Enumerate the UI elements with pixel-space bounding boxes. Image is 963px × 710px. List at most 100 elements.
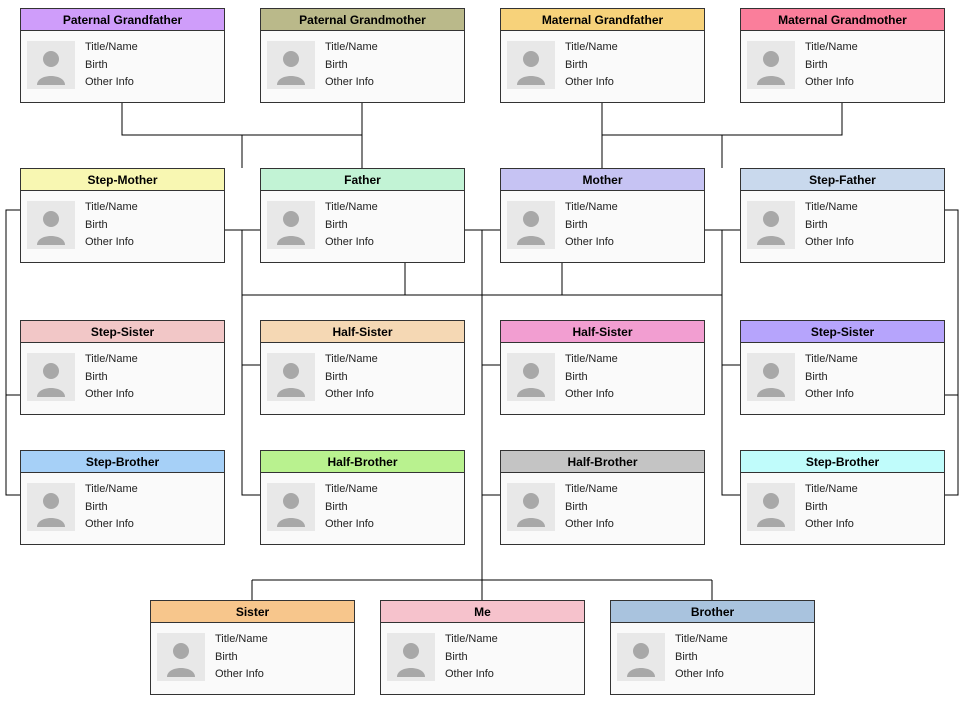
card-body: Title/NameBirthOther Info: [741, 31, 944, 98]
card-header: Step-Brother: [741, 451, 944, 473]
person-avatar-icon: [747, 201, 795, 249]
card-body: Title/NameBirthOther Info: [381, 623, 584, 690]
card-info: Title/NameBirthOther Info: [325, 349, 378, 404]
person-avatar-icon: [27, 201, 75, 249]
card-field-other: Other Info: [805, 386, 858, 404]
card-field-birth: Birth: [805, 57, 858, 75]
person-avatar-icon: [747, 353, 795, 401]
card-body: Title/NameBirthOther Info: [741, 473, 944, 540]
card-header: Sister: [151, 601, 354, 623]
person-avatar-icon: [747, 41, 795, 89]
card-header: Brother: [611, 601, 814, 623]
card-field-other: Other Info: [85, 74, 138, 92]
person-card: Step-FatherTitle/NameBirthOther Info: [740, 168, 945, 263]
person-avatar-icon: [507, 41, 555, 89]
card-field-name: Title/Name: [85, 351, 138, 369]
person-card: Paternal Grandmother Title/NameBirthOther…: [260, 8, 465, 103]
card-field-birth: Birth: [565, 217, 618, 235]
person-card: Mother Title/NameBirthOther Info: [500, 168, 705, 263]
person-avatar-icon: [617, 633, 665, 681]
card-header: Half-Sister: [501, 321, 704, 343]
card-field-birth: Birth: [565, 369, 618, 387]
person-avatar-icon: [387, 633, 435, 681]
card-body: Title/NameBirthOther Info: [261, 473, 464, 540]
card-field-name: Title/Name: [325, 481, 378, 499]
person-avatar-icon: [27, 353, 75, 401]
card-header: Step-Sister: [741, 321, 944, 343]
card-header: Step-Mother: [21, 169, 224, 191]
card-info: Title/NameBirthOther Info: [445, 629, 498, 684]
person-card: Half-BrotherTitle/NameBirthOther Info: [260, 450, 465, 545]
person-card: Step-SisterTitle/NameBirthOther Info: [740, 320, 945, 415]
card-info: Title/NameBirthOther Info: [675, 629, 728, 684]
card-header: Maternal Grandmother: [741, 9, 944, 31]
card-field-other: Other Info: [325, 234, 378, 252]
card-info: Title/NameBirthOther Info: [85, 479, 138, 534]
card-field-other: Other Info: [565, 386, 618, 404]
card-field-name: Title/Name: [565, 351, 618, 369]
family-tree-diagram: Paternal GrandfatherTitle/NameBirthOther…: [0, 0, 963, 710]
person-card: Brother Title/NameBirthOther Info: [610, 600, 815, 695]
card-field-other: Other Info: [85, 234, 138, 252]
card-header: Me: [381, 601, 584, 623]
card-info: Title/NameBirthOther Info: [805, 479, 858, 534]
card-field-name: Title/Name: [85, 481, 138, 499]
person-card: Maternal GrandfatherTitle/NameBirthOther…: [500, 8, 705, 103]
card-field-birth: Birth: [325, 57, 378, 75]
card-info: Title/NameBirthOther Info: [565, 197, 618, 252]
card-field-other: Other Info: [85, 386, 138, 404]
card-info: Title/NameBirthOther Info: [325, 197, 378, 252]
card-info: Title/NameBirthOther Info: [85, 37, 138, 92]
card-header: Half-Brother: [261, 451, 464, 473]
card-body: Title/NameBirthOther Info: [261, 343, 464, 410]
card-field-other: Other Info: [805, 74, 858, 92]
card-field-birth: Birth: [565, 499, 618, 517]
card-info: Title/NameBirthOther Info: [325, 37, 378, 92]
person-card: Step-SisterTitle/NameBirthOther Info: [20, 320, 225, 415]
card-body: Title/NameBirthOther Info: [501, 31, 704, 98]
card-body: Title/NameBirthOther Info: [741, 191, 944, 258]
card-header: Step-Sister: [21, 321, 224, 343]
card-info: Title/NameBirthOther Info: [565, 37, 618, 92]
card-field-birth: Birth: [805, 217, 858, 235]
person-card: Half-Brother Title/NameBirthOther Info: [500, 450, 705, 545]
card-field-birth: Birth: [85, 499, 138, 517]
card-field-birth: Birth: [325, 369, 378, 387]
person-card: Maternal Grandmother Title/NameBirthOther…: [740, 8, 945, 103]
card-field-birth: Birth: [675, 649, 728, 667]
card-info: Title/NameBirthOther Info: [805, 197, 858, 252]
card-body: Title/NameBirthOther Info: [501, 473, 704, 540]
person-avatar-icon: [747, 483, 795, 531]
card-field-name: Title/Name: [215, 631, 268, 649]
card-header: Father: [261, 169, 464, 191]
card-body: Title/NameBirthOther Info: [21, 473, 224, 540]
card-field-name: Title/Name: [805, 199, 858, 217]
card-body: Title/NameBirthOther Info: [151, 623, 354, 690]
card-field-other: Other Info: [805, 234, 858, 252]
card-body: Title/NameBirthOther Info: [741, 343, 944, 410]
card-field-name: Title/Name: [565, 199, 618, 217]
card-field-birth: Birth: [565, 57, 618, 75]
card-field-other: Other Info: [565, 74, 618, 92]
person-avatar-icon: [507, 201, 555, 249]
card-info: Title/NameBirthOther Info: [565, 479, 618, 534]
person-card: Step-Brother Title/NameBirthOther Info: [20, 450, 225, 545]
card-body: Title/NameBirthOther Info: [261, 191, 464, 258]
person-card: Me Title/NameBirthOther Info: [380, 600, 585, 695]
card-header: Mother: [501, 169, 704, 191]
card-header: Paternal Grandmother: [261, 9, 464, 31]
card-field-other: Other Info: [805, 516, 858, 534]
card-header: Half-Brother: [501, 451, 704, 473]
person-avatar-icon: [157, 633, 205, 681]
card-info: Title/NameBirthOther Info: [85, 197, 138, 252]
card-field-other: Other Info: [445, 666, 498, 684]
card-field-other: Other Info: [565, 234, 618, 252]
person-avatar-icon: [27, 41, 75, 89]
person-avatar-icon: [27, 483, 75, 531]
person-card: Step-Mother Title/NameBirthOther Info: [20, 168, 225, 263]
card-body: Title/NameBirthOther Info: [501, 191, 704, 258]
card-body: Title/NameBirthOther Info: [21, 31, 224, 98]
card-info: Title/NameBirthOther Info: [805, 37, 858, 92]
card-header: Step-Brother: [21, 451, 224, 473]
card-field-name: Title/Name: [325, 39, 378, 57]
